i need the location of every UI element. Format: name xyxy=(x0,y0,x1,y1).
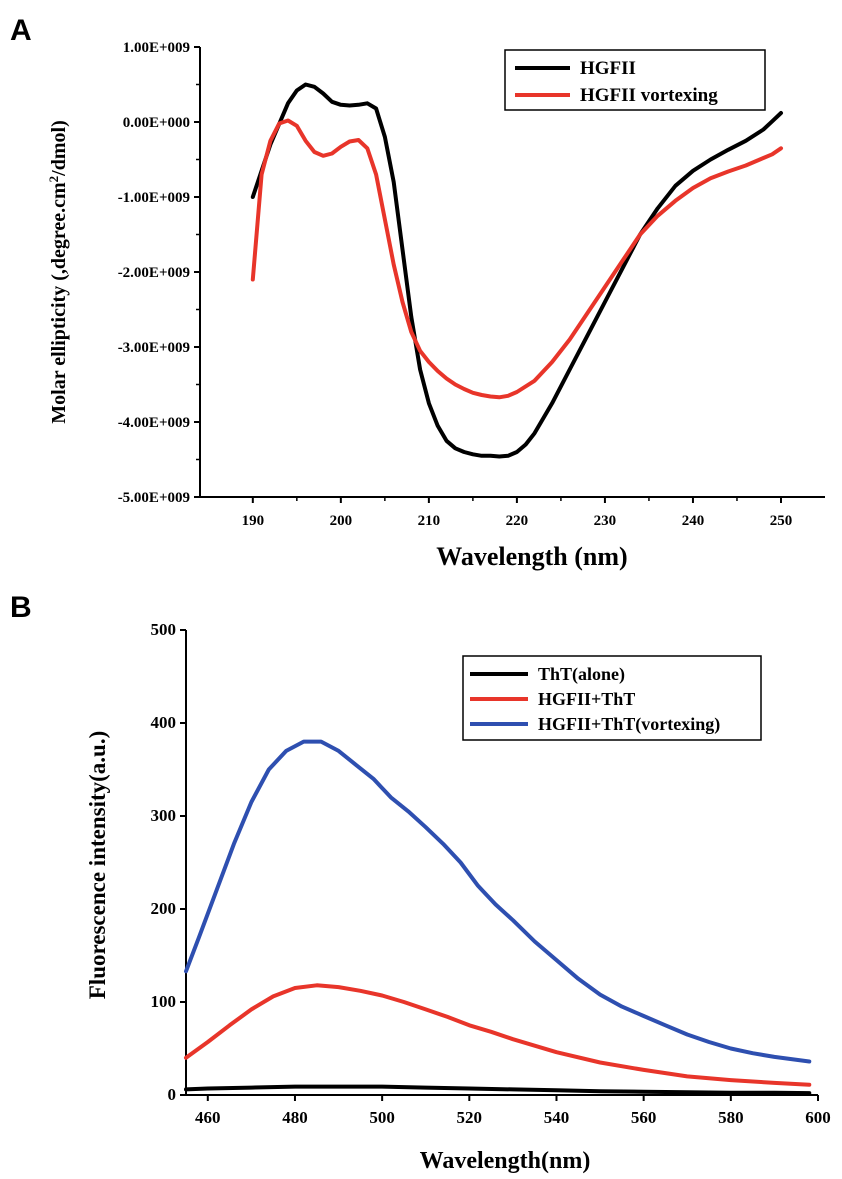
panel-label-b: B xyxy=(10,591,32,624)
chart-b-y-label: Fluorescence intensity(a.u.) xyxy=(85,731,110,1000)
chart-a-series-hgfii xyxy=(250,82,783,459)
chart-b-x-tick-label: 580 xyxy=(718,1108,744,1127)
chart-b-legend-label-2: HGFII+ThT(vortexing) xyxy=(538,714,720,735)
chart-a-x-tick-label: 220 xyxy=(506,513,529,529)
chart-a-x-tick-label: 240 xyxy=(682,513,705,529)
chart-b-legend: ThT(alone) HGFII+ThT HGFII+ThT(vortexing… xyxy=(462,655,762,741)
chart-a-legend: HGFII HGFII vortexing xyxy=(504,49,766,111)
chart-a-y-label-main: Molar ellipticity (,degree.cm xyxy=(48,182,70,424)
chart-b-y-tick-label: 300 xyxy=(151,806,177,825)
chart-a-legend-label-0: HGFII xyxy=(580,58,636,79)
chart-b-x-tick-label: 600 xyxy=(805,1108,831,1127)
chart-b-x-tick-label: 460 xyxy=(195,1108,221,1127)
chart-b: 0 100 200 300 400 500 460 480 500 520 540 560 580 60… xyxy=(85,620,831,1174)
chart-a-y-tick-label: 0.00E+000 xyxy=(123,115,190,131)
panel-label-a: A xyxy=(10,14,32,47)
chart-a-y-tick-label: -4.00E+009 xyxy=(118,415,190,431)
chart-b-series-tht-alone xyxy=(184,1084,812,1096)
chart-b-x-label: Wavelength(nm) xyxy=(420,1148,591,1174)
chart-b-legend-label-1: HGFII+ThT xyxy=(538,689,635,709)
chart-a-y-tick-label: -3.00E+009 xyxy=(118,340,190,356)
chart-a-x-tick-label: 210 xyxy=(418,513,441,529)
chart-a-legend-box xyxy=(504,49,766,111)
chart-b-series-hgfii-tht xyxy=(184,983,812,1087)
chart-b-y-tick-label: 0 xyxy=(168,1085,177,1104)
chart-b-x-tick-label: 500 xyxy=(369,1108,395,1127)
chart-a-y-label-tail: /dmol) xyxy=(48,120,70,177)
chart-b-y-tick-label: 100 xyxy=(151,992,177,1011)
chart-b-x-tick-label: 560 xyxy=(631,1108,657,1127)
chart-b-x-tick-label: 520 xyxy=(457,1108,483,1127)
chart-a-y-tick-label: -2.00E+009 xyxy=(118,265,190,281)
chart-b-y-tick-label: 200 xyxy=(151,899,177,918)
chart-a: 1.00E+009 0.00E+000 -1.00E+009 -2.00E+009 -3… xyxy=(46,40,825,571)
chart-a-y-tick-label: 1.00E+009 xyxy=(123,40,190,56)
chart-b-legend-label-0: ThT(alone) xyxy=(538,664,625,685)
chart-b-y-tick-label: 500 xyxy=(151,620,177,639)
chart-a-y-tick-label: -5.00E+009 xyxy=(118,490,190,506)
chart-a-x-tick-label: 250 xyxy=(770,513,793,529)
chart-a-y-label-sup: 2 xyxy=(46,176,61,183)
chart-a-y-tick-label: -1.00E+009 xyxy=(118,190,190,206)
chart-a-y-label: Molar ellipticity (,degree.cm2/dmol) xyxy=(46,120,71,423)
chart-b-x-tick-label: 480 xyxy=(282,1108,308,1127)
chart-b-y-tick-label: 400 xyxy=(151,713,177,732)
chart-b-series-hgfii-tht-vortexing xyxy=(184,739,812,1064)
chart-a-x-tick-label: 190 xyxy=(242,513,265,529)
chart-b-x-tick-label: 540 xyxy=(544,1108,570,1127)
chart-a-series-hgfii-vortexing xyxy=(250,118,783,400)
chart-a-x-label: Wavelength (nm) xyxy=(436,542,627,571)
chart-a-x-tick-label: 200 xyxy=(330,513,353,529)
chart-a-x-tick-label: 230 xyxy=(594,513,617,529)
chart-a-legend-label-1: HGFII vortexing xyxy=(580,85,718,106)
